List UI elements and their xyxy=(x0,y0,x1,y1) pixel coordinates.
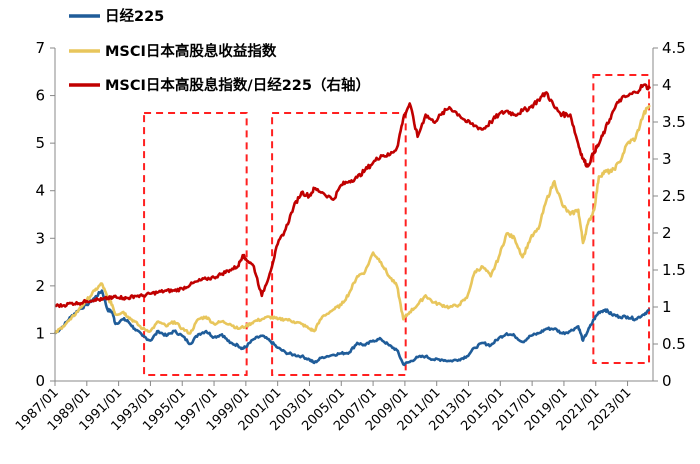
right-tick-label: 1.5 xyxy=(662,261,686,279)
highlight-box xyxy=(271,112,407,376)
left-tick-label: 0 xyxy=(35,372,45,390)
highlight-box xyxy=(592,74,651,364)
left-tick-label: 3 xyxy=(35,229,45,247)
right-tick-label: 0.5 xyxy=(662,335,686,353)
highlight-boxes xyxy=(143,74,651,376)
series-lines xyxy=(53,83,651,367)
right-tick-label: 1 xyxy=(662,298,672,316)
right-tick-label: 2.5 xyxy=(662,187,686,205)
left-tick-label: 6 xyxy=(35,87,45,105)
right-tick-label: 2 xyxy=(662,224,672,242)
highlight-box xyxy=(143,112,248,376)
series-line-1 xyxy=(53,104,651,335)
legend: 日经225 MSCI日本高股息收益指数 MSCI日本高股息指数/日经225（右轴） xyxy=(69,7,370,94)
left-tick-label: 4 xyxy=(35,182,45,200)
right-tick-label: 3.5 xyxy=(662,113,686,131)
left-tick-label: 7 xyxy=(35,39,45,57)
left-tick-label: 1 xyxy=(35,324,45,342)
right-tick-label: 0 xyxy=(662,372,672,390)
legend-label: 日经225 xyxy=(105,7,164,25)
series-line-2 xyxy=(54,83,651,308)
x-axis-ticks: 1987/011989/011991/011993/011995/011997/… xyxy=(13,381,634,434)
right-tick-label: 3 xyxy=(662,150,672,168)
legend-label: MSCI日本高股息收益指数 xyxy=(105,42,277,60)
legend-label: MSCI日本高股息指数/日经225（右轴） xyxy=(105,76,370,94)
left-tick-label: 2 xyxy=(35,277,45,295)
axes xyxy=(54,48,654,382)
right-tick-label: 4 xyxy=(662,76,672,94)
series-line-0 xyxy=(54,289,651,367)
left-axis-ticks: 0 1 2 3 4 5 6 7 xyxy=(35,39,55,390)
right-axis-ticks: 0 0.5 1 1.5 2 2.5 3 3.5 4 4.5 xyxy=(653,39,686,390)
left-tick-label: 5 xyxy=(35,134,45,152)
right-tick-label: 4.5 xyxy=(662,39,686,57)
